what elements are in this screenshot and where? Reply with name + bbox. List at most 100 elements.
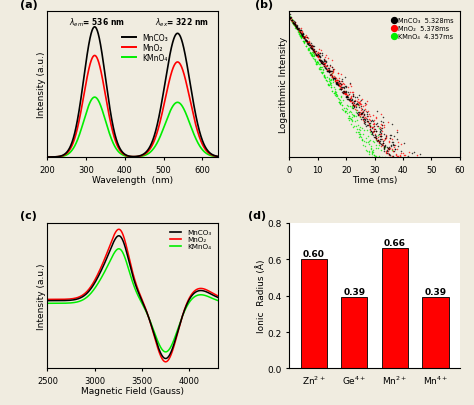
Point (395, 165, 402, 171)
Point (436, 265, 444, 271)
Point (307, 52, 315, 59)
Point (387, 155, 395, 161)
Point (413, 192, 421, 199)
Point (397, 201, 405, 208)
Point (291, 22, 299, 29)
Point (438, 209, 446, 215)
Point (337, 86, 344, 93)
Point (373, 153, 380, 160)
Point (321, 75, 329, 81)
Point (413, 219, 421, 226)
Point (356, 113, 364, 120)
Point (317, 58, 324, 64)
Point (367, 128, 374, 135)
Point (355, 111, 362, 118)
Point (408, 160, 415, 166)
Point (317, 70, 325, 76)
Point (346, 98, 354, 105)
X-axis label: Time (ms): Time (ms) (352, 176, 397, 185)
Point (449, 234, 456, 240)
Point (332, 91, 339, 98)
Point (370, 126, 378, 133)
Point (443, 230, 450, 237)
Point (339, 107, 346, 114)
Point (394, 189, 401, 195)
Point (302, 43, 310, 50)
Point (372, 136, 380, 142)
Point (437, 221, 445, 228)
Point (370, 134, 378, 141)
Point (347, 122, 355, 128)
Point (357, 107, 365, 114)
Point (328, 75, 336, 81)
Point (385, 180, 392, 187)
Point (313, 60, 320, 66)
Point (434, 241, 442, 247)
Point (380, 146, 388, 152)
Point (355, 100, 362, 106)
Point (380, 148, 387, 155)
Point (340, 91, 348, 97)
Point (379, 141, 386, 148)
Point (447, 274, 455, 280)
Point (320, 62, 328, 68)
Point (432, 255, 439, 261)
Point (414, 191, 422, 198)
Point (355, 110, 362, 117)
Point (301, 36, 308, 43)
Point (389, 147, 396, 153)
Point (328, 77, 335, 83)
Point (357, 102, 365, 108)
Point (299, 32, 307, 38)
Point (336, 83, 344, 90)
Point (315, 52, 323, 59)
Point (452, 220, 460, 226)
Point (438, 210, 446, 217)
Point (414, 230, 422, 237)
Point (422, 169, 429, 176)
Point (341, 91, 349, 97)
Point (307, 51, 314, 58)
Point (447, 286, 454, 292)
Point (357, 106, 365, 112)
Point (321, 58, 329, 64)
Point (296, 30, 303, 36)
Point (369, 154, 376, 160)
Point (347, 84, 355, 90)
Point (354, 100, 361, 107)
Point (350, 114, 358, 120)
Point (396, 165, 404, 171)
Bar (382, 249, 408, 369)
Point (432, 188, 439, 194)
Point (363, 140, 370, 146)
Point (410, 176, 417, 182)
Point (410, 178, 418, 184)
Point (328, 88, 336, 94)
Point (352, 102, 360, 108)
Point (404, 164, 412, 171)
Point (356, 99, 364, 105)
Point (314, 51, 322, 58)
Point (331, 76, 338, 83)
Point (288, 19, 296, 26)
Point (316, 61, 323, 68)
Point (402, 165, 410, 172)
Point (448, 228, 456, 235)
Point (365, 150, 373, 156)
Point (311, 58, 319, 64)
Point (365, 122, 373, 128)
Point (367, 119, 374, 125)
Point (419, 169, 427, 176)
Point (397, 183, 404, 189)
Point (300, 32, 307, 38)
Point (352, 110, 360, 116)
Y-axis label: Ionic  Radius (Å): Ionic Radius (Å) (256, 259, 266, 333)
Point (426, 179, 433, 185)
Point (392, 161, 399, 167)
Point (387, 145, 394, 151)
Point (344, 92, 351, 99)
Point (342, 92, 350, 98)
Point (305, 40, 312, 47)
Point (348, 112, 356, 118)
Point (390, 158, 398, 164)
